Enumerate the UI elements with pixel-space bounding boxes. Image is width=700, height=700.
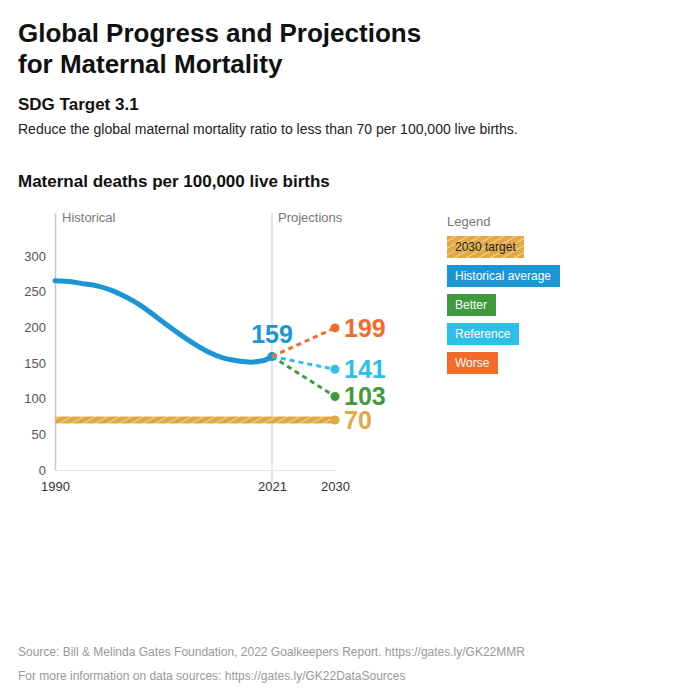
x-tick-label: 2030	[321, 479, 350, 494]
y-tick-label: 200	[24, 320, 46, 335]
legend-swatch	[447, 265, 560, 287]
x-tick: 2021	[258, 470, 287, 494]
y-axis-title: Maternal deaths per 100,000 live births	[18, 172, 330, 191]
y-tick: 200	[24, 320, 55, 335]
data-label: 141	[344, 355, 386, 383]
y-tick: 300	[24, 248, 55, 263]
legend-swatch	[447, 352, 498, 374]
description: Reduce the global maternal mortality rat…	[18, 121, 518, 137]
data-label: 199	[344, 314, 386, 342]
y-tick-label: 0	[39, 463, 46, 478]
y-tick: 0	[39, 463, 55, 478]
data-label: 159	[251, 320, 293, 348]
legend-label: Historical average	[455, 269, 551, 283]
title-line: Global Progress and Projections	[18, 18, 421, 48]
series-line	[55, 281, 272, 362]
series-line	[55, 417, 335, 424]
data-labels: 70159103141199	[251, 314, 386, 434]
legend-label: Reference	[455, 327, 511, 341]
series-marker	[331, 392, 340, 401]
y-tick-label: 100	[24, 391, 46, 406]
x-tick: 1990	[41, 470, 70, 494]
title-line: for Maternal Mortality	[18, 49, 283, 79]
y-axis: 0 50 100 150 200 250 300	[24, 214, 55, 478]
data-label: 103	[344, 382, 386, 410]
legend-item: Better	[447, 294, 496, 316]
legend-item: Reference	[447, 323, 519, 345]
legend-item: Historical average	[447, 265, 560, 287]
note: For more information on data sources: ht…	[18, 669, 406, 683]
y-tick: 100	[24, 391, 55, 406]
series-line	[272, 356, 335, 396]
x-tick-label: 1990	[41, 479, 70, 494]
y-tick: 50	[32, 427, 55, 442]
legend-swatch	[447, 323, 519, 345]
x-axis-line	[56, 470, 336, 471]
y-tick-label: 150	[24, 356, 46, 371]
y-tick: 250	[24, 284, 55, 299]
y-tick: 150	[24, 356, 55, 371]
y-tick-label: 250	[24, 284, 46, 299]
subtitle: SDG Target 3.1	[18, 95, 139, 114]
x-tick: 2030	[321, 470, 350, 494]
series-line	[272, 356, 335, 369]
series-marker	[331, 416, 340, 425]
y-axis-line	[55, 214, 57, 471]
legend-item: Worse	[447, 352, 498, 374]
background	[0, 0, 700, 700]
legend-title: Legend	[447, 214, 490, 229]
note: Source: Bill & Melinda Gates Foundation,…	[18, 645, 525, 659]
legend: Legend 2030 target Historical average Bette…	[447, 214, 560, 374]
title: Global Progress and Projectionsfor Mater…	[18, 18, 421, 79]
series-marker	[331, 323, 340, 332]
legend-swatch	[447, 236, 524, 258]
legend-label: 2030 target	[455, 240, 516, 254]
section-label: Projections	[278, 210, 343, 225]
legend-item: 2030 target	[447, 236, 524, 258]
y-tick-label: 300	[24, 248, 46, 263]
series-marker	[331, 365, 340, 374]
section-label: Historical	[62, 210, 116, 225]
y-tick-label: 50	[32, 427, 46, 442]
chart: Global Progress and Projectionsfor Mater…	[0, 0, 700, 700]
legend-label: Worse	[455, 356, 490, 370]
plot-area	[55, 281, 340, 425]
x-tick-label: 2021	[258, 479, 287, 494]
legend-swatch	[447, 294, 496, 316]
legend-label: Better	[455, 298, 487, 312]
x-axis: 1990 2021 2030	[41, 470, 350, 494]
